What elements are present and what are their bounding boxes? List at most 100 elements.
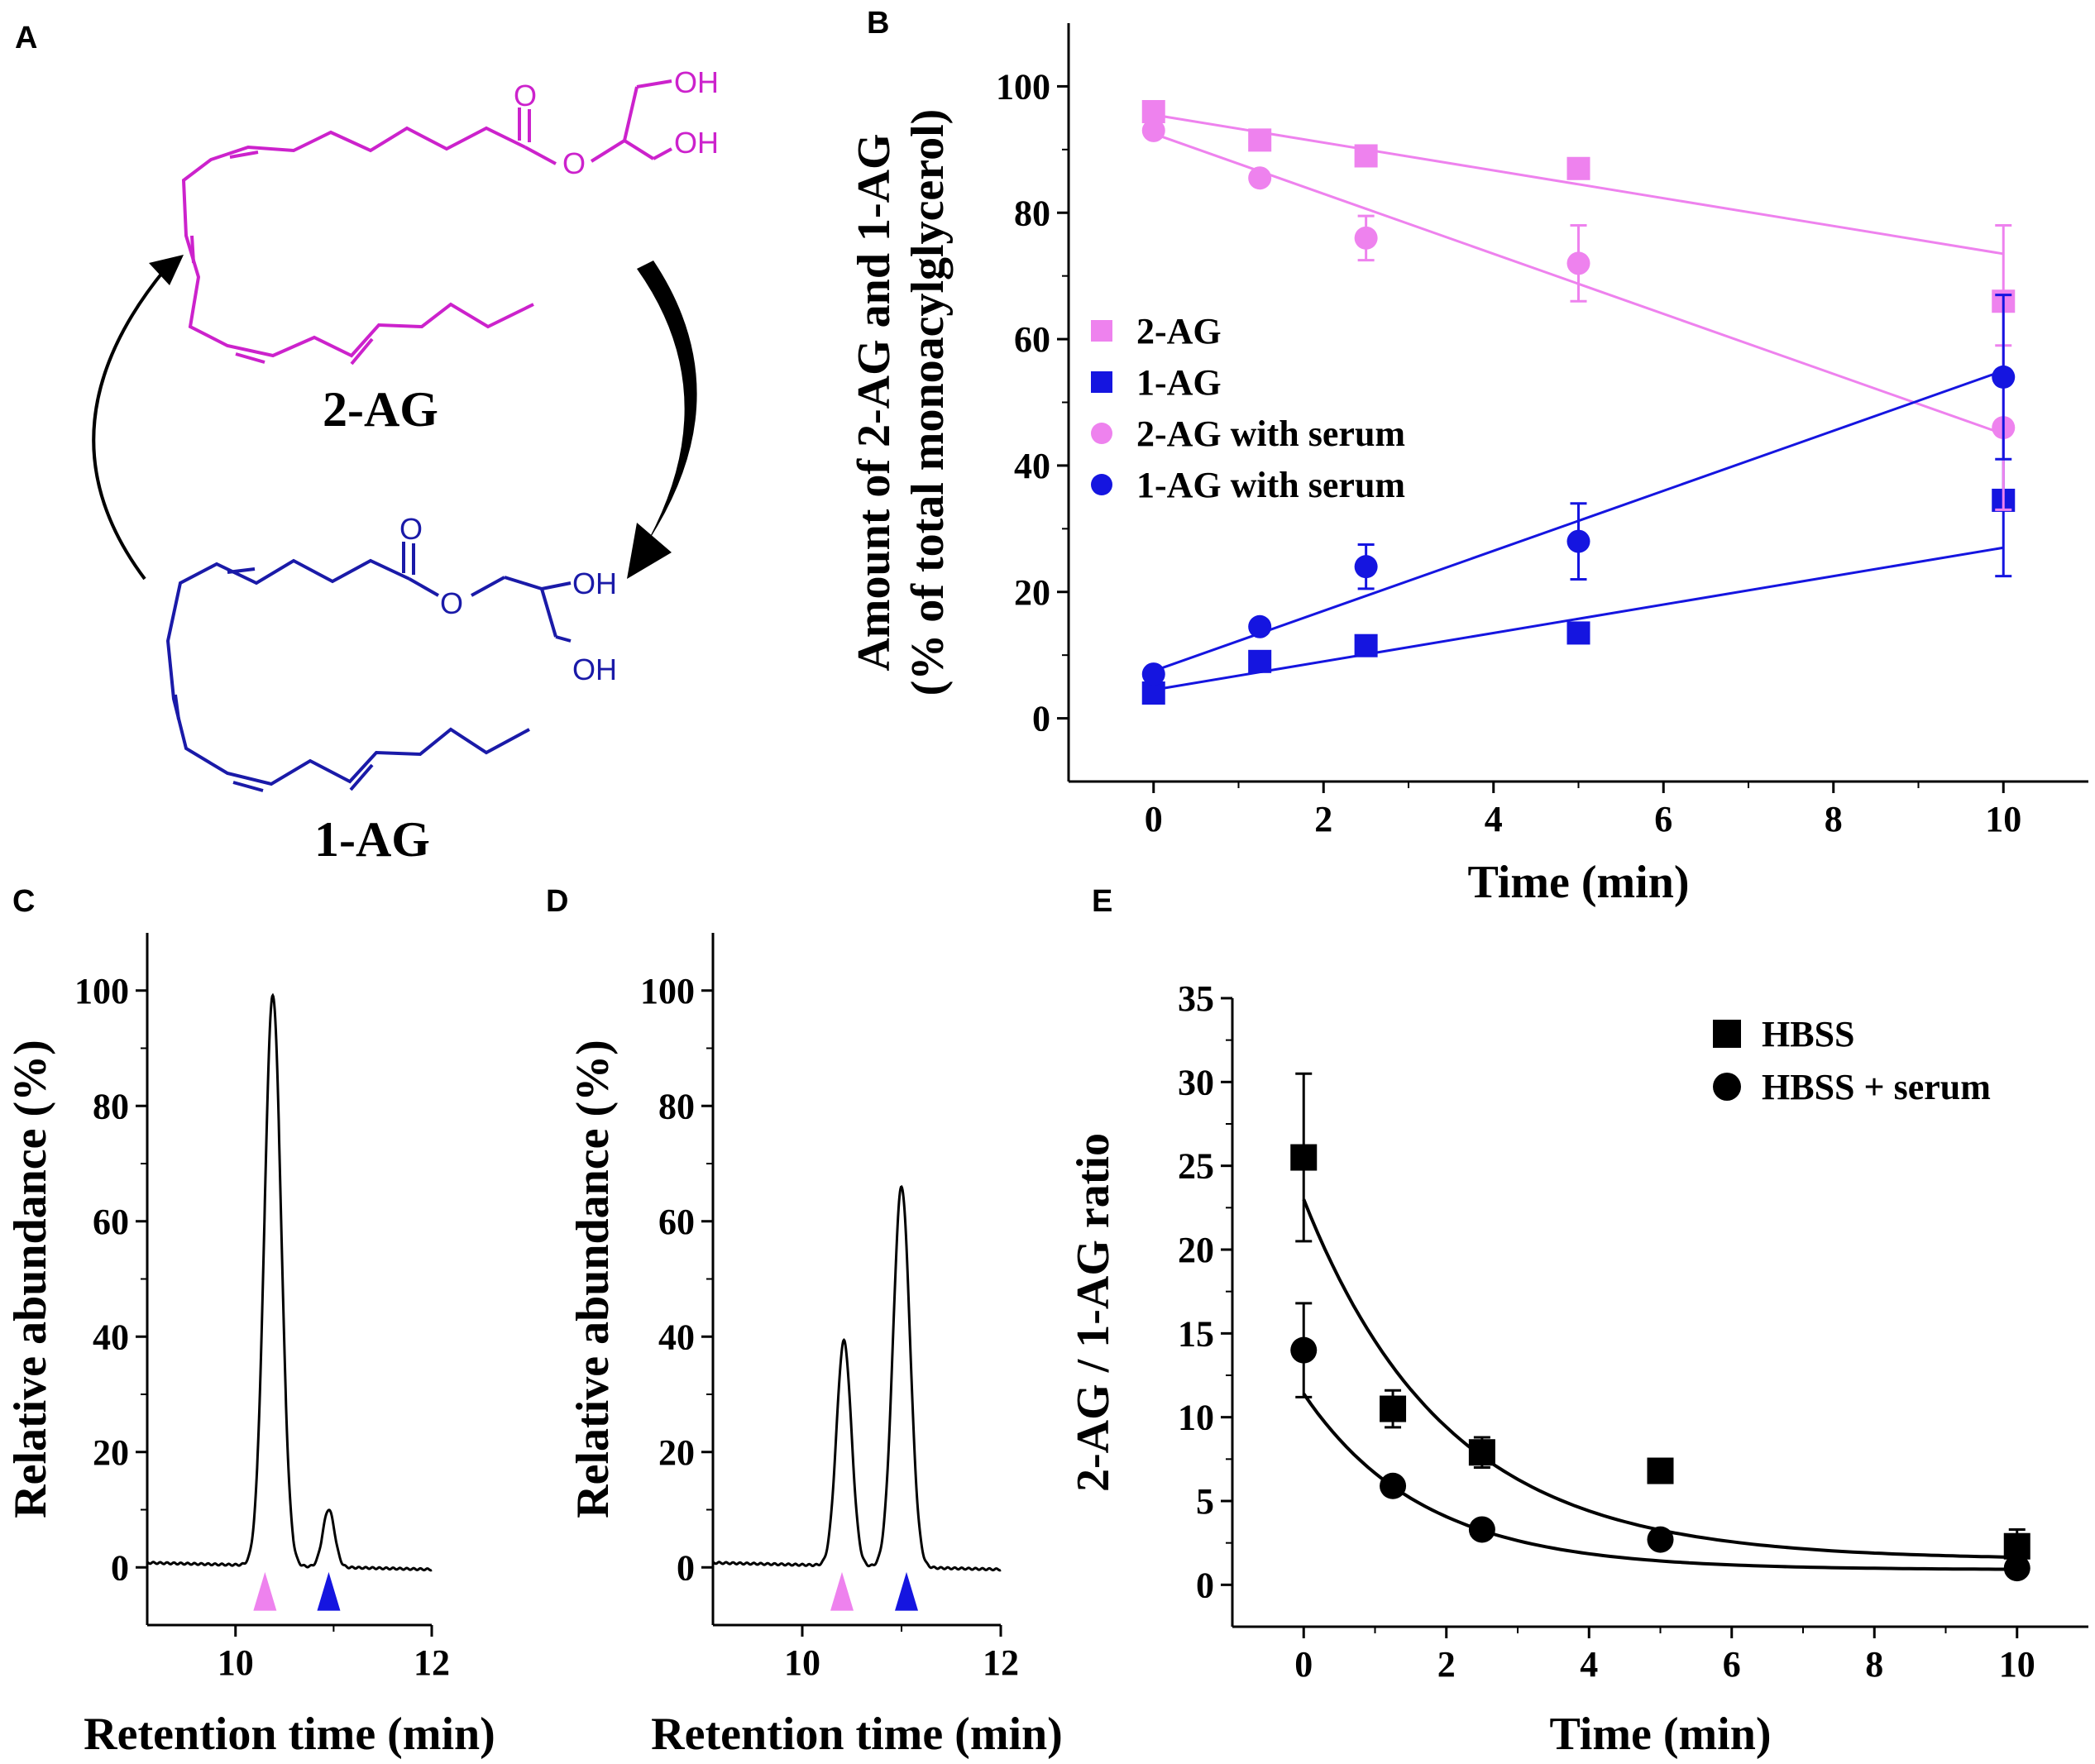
legend-label: 2-AG with serum (1136, 414, 1405, 454)
molecule-2ag-structure (181, 79, 672, 366)
data-point (1248, 614, 1272, 638)
y-tick-label: 35 (1178, 978, 1214, 1019)
y-tick-label: 100 (640, 971, 695, 1011)
fit-line (1153, 113, 2004, 256)
x-tick-label: 4 (1580, 1644, 1598, 1685)
y-tick-label: 60 (658, 1202, 695, 1242)
molecule-1ag-structure (165, 542, 572, 792)
chart-b: 0 20 40 60 80 100 0 2 4 6 8 10 Time (min) Amount of 2… (849, 23, 2088, 908)
y-axis-title-line: Amount of 2-AG and 1-AG (849, 133, 900, 671)
x-tick-label: 2 (1437, 1644, 1456, 1685)
y-tick-label: 0 (111, 1547, 129, 1588)
data-point (1566, 529, 1590, 553)
y-axis-title: Relative abundance (%) (567, 1040, 619, 1518)
data-point (2003, 1555, 2030, 1582)
peak-marker-triangle (830, 1571, 854, 1611)
series-hbss-serum (1290, 1302, 2030, 1582)
chromatogram-trace (146, 992, 433, 1572)
y-axis-title: 2-AG / 1-AG ratio (1068, 1133, 1119, 1492)
x-tick-label: 12 (983, 1642, 1019, 1683)
atom-label: O (399, 512, 423, 546)
legend-marker (1091, 423, 1112, 444)
chart-c: 0 20 40 60 80 100 10 12 Retention time (min) Rela… (5, 933, 495, 1760)
y-tick-label: 100 (996, 66, 1050, 107)
panel-letter-d: D (546, 884, 568, 919)
data-point (1354, 226, 1378, 250)
legend-label: HBSS (1762, 1014, 1855, 1054)
legend-marker (1091, 474, 1112, 495)
data-point (1992, 365, 2016, 389)
y-tick-label: 100 (74, 971, 129, 1011)
atom-label: O (562, 146, 586, 180)
data-point (1290, 1144, 1318, 1171)
legend: HBSS HBSS + serum (1713, 1014, 1991, 1107)
x-tick-label: 0 (1294, 1644, 1313, 1685)
chromatogram-trace (712, 1184, 1002, 1572)
y-tick-label: 40 (93, 1317, 129, 1357)
data-point (1354, 144, 1378, 168)
peak-marker-triangle (895, 1571, 918, 1611)
data-point (1380, 1472, 1407, 1499)
thick-arrow-curve (637, 261, 697, 546)
legend-label: HBSS + serum (1762, 1067, 1991, 1107)
data-point (1566, 251, 1590, 275)
x-axis-title: Retention time (min) (651, 1709, 1063, 1760)
y-tick-label: 80 (93, 1086, 129, 1126)
atom-label: OH (572, 653, 617, 686)
legend: 2-AG 1-AG 2-AG with serum 1-AG with serum (1091, 311, 1405, 505)
x-axis-title: Time (min) (1467, 857, 1689, 908)
x-axis-title: Time (min) (1549, 1709, 1771, 1760)
data-point (1290, 1336, 1318, 1364)
fit-curve (1302, 1198, 2017, 1559)
x-tick-label: 4 (1485, 799, 1503, 839)
molecule-2ag-atoms: O O OH OH (514, 65, 719, 180)
y-tick-label: 60 (93, 1202, 129, 1242)
y-tick-label: 80 (658, 1086, 695, 1126)
atom-label: OH (572, 566, 617, 600)
x-tick-label: 6 (1654, 799, 1672, 839)
data-point (1647, 1526, 1674, 1553)
data-point (1380, 1395, 1407, 1422)
chart-d: 0 20 40 60 80 100 10 12 Retention time (min) Rela… (567, 933, 1063, 1760)
y-axis-title: Relative abundance (%) (5, 1040, 56, 1518)
legend-marker (1713, 1020, 1741, 1048)
panel-letter-c: C (12, 884, 35, 919)
data-point (1248, 649, 1272, 673)
y-tick-label: 40 (658, 1317, 695, 1357)
y-tick-label: 0 (1032, 699, 1050, 739)
panel-letter-a: A (15, 21, 37, 55)
y-tick-label: 5 (1196, 1481, 1214, 1522)
legend-marker (1713, 1073, 1741, 1101)
y-tick-label: 20 (658, 1432, 695, 1473)
thin-arrow-head (149, 255, 184, 285)
data-point (1141, 118, 1165, 142)
x-tick-label: 6 (1723, 1644, 1741, 1685)
y-tick-label: 20 (1178, 1230, 1214, 1270)
x-tick-label: 10 (784, 1642, 820, 1683)
fit-line (1153, 546, 2004, 691)
y-tick-label: 25 (1178, 1146, 1214, 1187)
y-tick-label: 20 (1014, 572, 1050, 613)
y-tick-label: 80 (1014, 193, 1050, 233)
data-point (1647, 1457, 1674, 1484)
x-tick-label: 8 (1865, 1644, 1883, 1685)
y-tick-label: 0 (1196, 1565, 1214, 1605)
x-axis-title: Retention time (min) (84, 1709, 495, 1760)
atom-label: OH (674, 126, 719, 160)
series-2-ag-with-serum (1141, 118, 2016, 511)
x-tick-label: 2 (1314, 799, 1332, 839)
x-tick-label: 10 (1999, 1644, 2035, 1685)
data-point (1566, 156, 1590, 180)
series-1-ag-with-serum (1141, 294, 2016, 686)
thin-arrow-curve (92, 267, 167, 581)
chart-e: 0 5 10 15 20 25 30 35 0 2 4 6 8 10 Time (min) 2-AG / 1-… (1068, 978, 2088, 1760)
x-tick-label: 10 (218, 1642, 254, 1683)
molecule-1ag-name: 1-AG (314, 812, 430, 867)
legend-label: 1-AG with serum (1136, 465, 1405, 505)
thick-arrow-head (627, 523, 672, 579)
x-tick-label: 8 (1825, 799, 1843, 839)
panel-a-scheme: O O OH OH 2-AG O O OH OH 1-AG (92, 65, 719, 867)
data-point (1248, 166, 1272, 190)
legend-label: 2-AG (1136, 311, 1222, 351)
